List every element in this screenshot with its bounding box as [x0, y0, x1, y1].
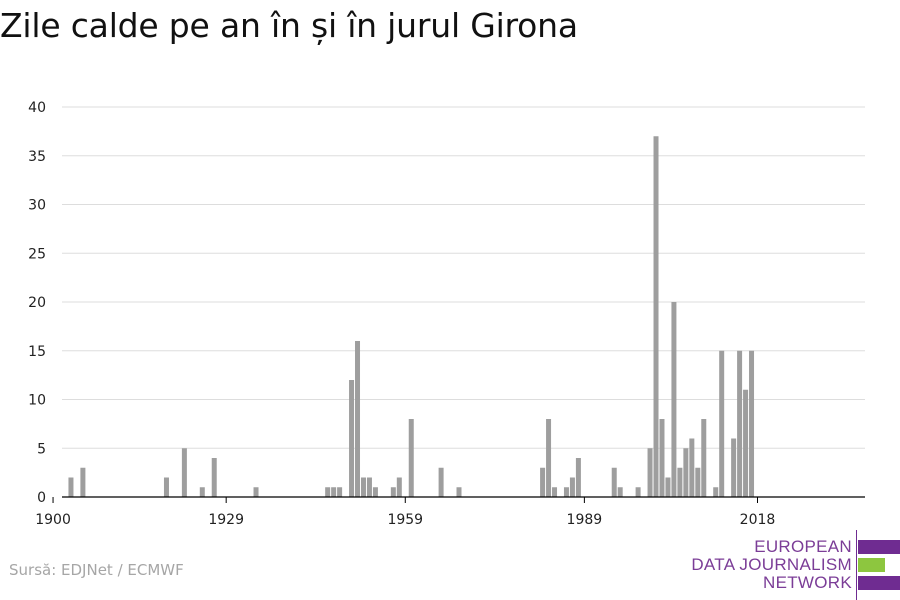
- x-axis: [52, 496, 865, 503]
- y-tick-label: 0: [37, 490, 46, 506]
- bar: [563, 487, 569, 497]
- bar: [749, 350, 755, 497]
- y-tick-label: 40: [28, 100, 46, 116]
- bar: [683, 448, 689, 497]
- bar: [390, 487, 396, 497]
- bar: [689, 438, 695, 497]
- y-tick-label: 20: [28, 295, 46, 311]
- bar: [540, 467, 546, 497]
- logo-line-2: DATA JOURNALISM: [691, 555, 852, 574]
- bar: [360, 477, 366, 497]
- bar: [617, 487, 623, 497]
- bars: [68, 136, 755, 497]
- bar: [719, 350, 725, 497]
- bar: [366, 477, 372, 497]
- bar: [68, 477, 74, 497]
- bar: [438, 467, 444, 497]
- bar: [355, 341, 361, 497]
- chart-title: Zile calde pe an în și în jurul Girona: [0, 6, 578, 45]
- y-tick-label: 10: [28, 393, 46, 409]
- bar: [546, 419, 552, 497]
- bar: [737, 350, 743, 497]
- logo-line-1: EUROPEAN: [754, 537, 852, 556]
- bar: [325, 487, 331, 497]
- y-tick-label: 30: [28, 198, 46, 214]
- logo-bar-green: [858, 558, 885, 572]
- bar: [731, 438, 737, 497]
- bar: [552, 487, 558, 497]
- bar: [408, 419, 414, 497]
- bar: [199, 487, 205, 497]
- bar: [611, 467, 617, 497]
- edjnet-logo: EUROPEAN DATA JOURNALISM NETWORK: [690, 530, 900, 600]
- bar: [337, 487, 343, 497]
- bar: [163, 477, 169, 497]
- bar: [665, 477, 671, 497]
- y-tick-label: 35: [28, 149, 46, 165]
- y-tick-label: 25: [28, 246, 46, 262]
- bar-chart: 0 5 10 15 20 25 30 35 40 1900 1929 1959 1989 2018: [28, 100, 865, 528]
- logo-bar-purple-bottom: [858, 576, 900, 590]
- x-tick-label: 1989: [567, 512, 603, 528]
- y-tick-label: 15: [28, 344, 46, 360]
- bar: [677, 467, 683, 497]
- bar: [653, 136, 659, 497]
- y-tick-label: 5: [37, 441, 46, 457]
- bar: [181, 448, 187, 497]
- x-tick-label: 1959: [387, 512, 423, 528]
- source-note: Sursă: EDJNet / ECMWF: [9, 561, 184, 579]
- logo-divider: [856, 530, 857, 600]
- bar: [701, 419, 707, 497]
- bar: [695, 467, 701, 497]
- bar: [80, 467, 86, 497]
- bar: [659, 419, 665, 497]
- bar: [349, 380, 355, 497]
- logo-wordmark: EUROPEAN DATA JOURNALISM NETWORK: [691, 538, 852, 592]
- bar: [211, 458, 217, 497]
- bar: [647, 448, 653, 497]
- bar: [331, 487, 337, 497]
- x-tick-label: 2018: [740, 512, 776, 528]
- logo-bar-purple-top: [858, 540, 900, 554]
- bar: [396, 477, 402, 497]
- bar: [635, 487, 641, 497]
- bar: [253, 487, 259, 497]
- bar: [713, 487, 719, 497]
- bar: [671, 302, 677, 497]
- x-tick-label: 1900: [35, 512, 71, 528]
- bar: [743, 389, 749, 497]
- gridlines: [62, 106, 865, 449]
- x-tick-labels: 1900 1929 1959 1989 2018: [35, 512, 775, 528]
- bar: [372, 487, 378, 497]
- logo-line-3: NETWORK: [763, 573, 852, 592]
- bar: [575, 458, 581, 497]
- bar: [456, 487, 462, 497]
- y-tick-labels: 0 5 10 15 20 25 30 35 40: [28, 100, 46, 506]
- x-tick-label: 1929: [208, 512, 244, 528]
- bar: [569, 477, 575, 497]
